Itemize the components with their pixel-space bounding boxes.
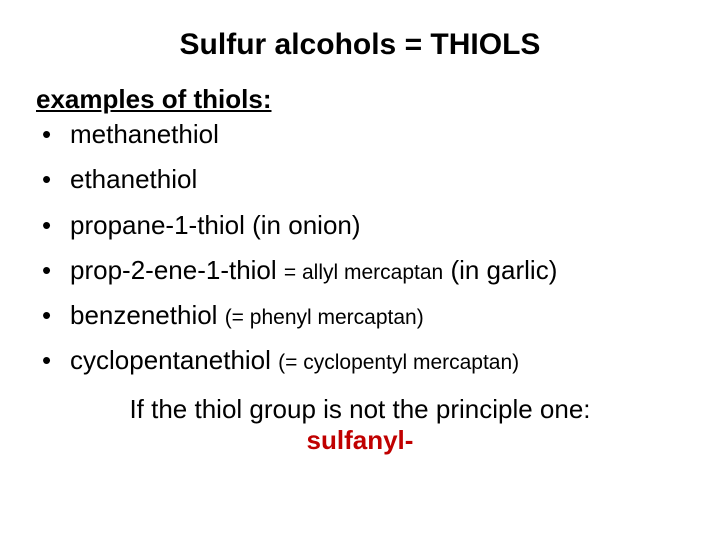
thiol-examples-list: • methanethiol • ethanethiol • propane-1… (36, 121, 684, 375)
bullet-icon: • (42, 347, 70, 374)
slide: Sulfur alcohols = THIOLS examples of thi… (0, 0, 720, 540)
item-note: (in onion) (252, 210, 360, 240)
bullet-icon: • (42, 257, 70, 284)
list-item-text: cyclopentanethiol (= cyclopentyl mercapt… (70, 347, 684, 374)
footer-note-line2: sulfanyl- (36, 425, 684, 456)
item-main: methanethiol (70, 119, 219, 149)
footer-note-line1: If the thiol group is not the principle … (36, 393, 684, 426)
list-item: • cyclopentanethiol (= cyclopentyl merca… (42, 347, 684, 374)
list-item-text: ethanethiol (70, 166, 684, 193)
list-item: • ethanethiol (42, 166, 684, 193)
bullet-icon: • (42, 302, 70, 329)
examples-subheading: examples of thiols: (36, 84, 684, 115)
list-item: • prop-2-ene-1-thiol = allyl mercaptan (… (42, 257, 684, 284)
item-main: cyclopentanethiol (70, 345, 278, 375)
list-item-text: propane-1-thiol (in onion) (70, 212, 684, 239)
item-note: = allyl mercaptan (284, 261, 443, 284)
bullet-icon: • (42, 166, 70, 193)
bullet-icon: • (42, 212, 70, 239)
list-item: • benzenethiol (= phenyl mercaptan) (42, 302, 684, 329)
item-main: prop-2-ene-1-thiol (70, 255, 284, 285)
list-item-text: benzenethiol (= phenyl mercaptan) (70, 302, 684, 329)
slide-title: Sulfur alcohols = THIOLS (36, 28, 684, 62)
list-item-text: methanethiol (70, 121, 684, 148)
item-main: ethanethiol (70, 164, 197, 194)
item-note: (= cyclopentyl mercaptan) (278, 351, 519, 374)
list-item-text: prop-2-ene-1-thiol = allyl mercaptan (in… (70, 257, 684, 284)
list-item: • methanethiol (42, 121, 684, 148)
item-main: benzenethiol (70, 300, 225, 330)
item-note: (= phenyl mercaptan) (225, 306, 424, 329)
item-main: propane-1-thiol (70, 210, 252, 240)
item-tail: (in garlic) (443, 255, 557, 285)
bullet-icon: • (42, 121, 70, 148)
list-item: • propane-1-thiol (in onion) (42, 212, 684, 239)
